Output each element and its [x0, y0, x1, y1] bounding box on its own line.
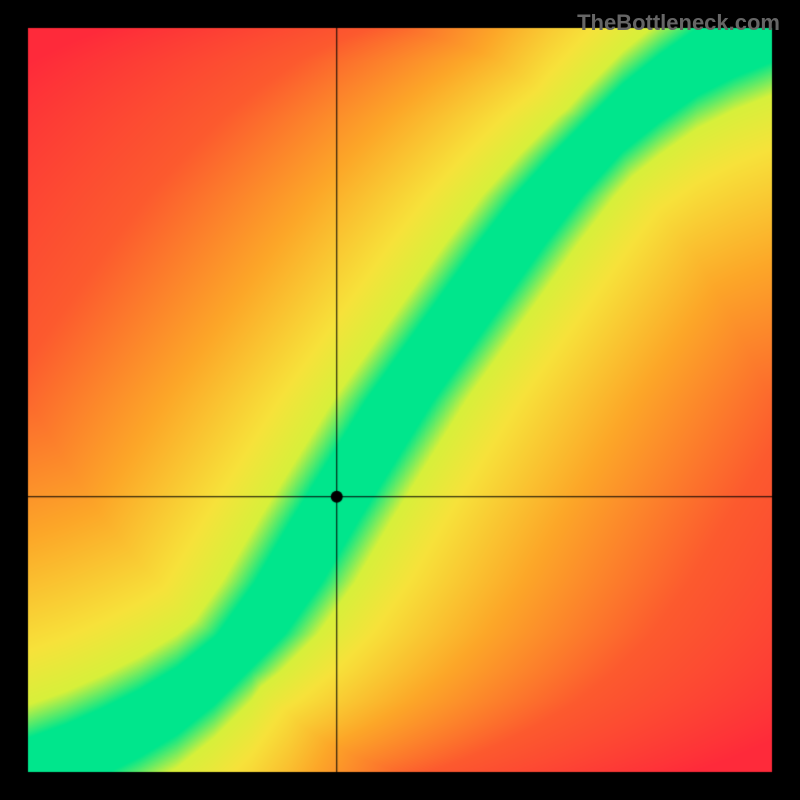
chart-container: TheBottleneck.com: [0, 0, 800, 800]
bottleneck-heatmap: [0, 0, 800, 800]
watermark-text: TheBottleneck.com: [577, 10, 780, 36]
